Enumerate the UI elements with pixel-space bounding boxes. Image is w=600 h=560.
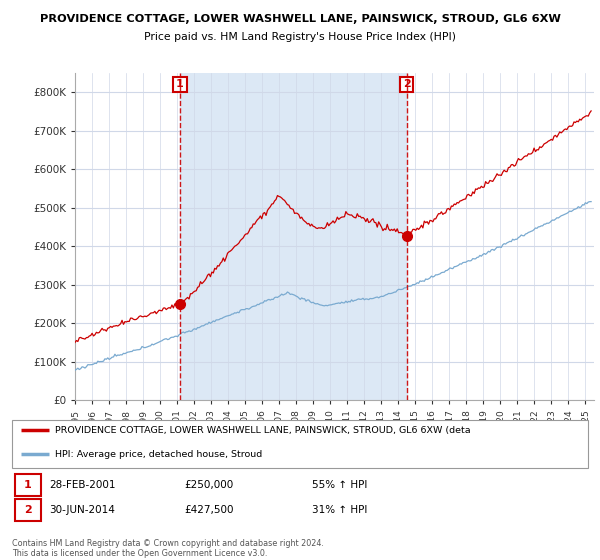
FancyBboxPatch shape	[12, 420, 588, 468]
Text: PROVIDENCE COTTAGE, LOWER WASHWELL LANE, PAINSWICK, STROUD, GL6 6XW (deta: PROVIDENCE COTTAGE, LOWER WASHWELL LANE,…	[55, 426, 471, 435]
Text: HPI: Average price, detached house, Stroud: HPI: Average price, detached house, Stro…	[55, 450, 262, 459]
Text: 1: 1	[176, 80, 184, 90]
Text: This data is licensed under the Open Government Licence v3.0.: This data is licensed under the Open Gov…	[12, 549, 268, 558]
Text: 2: 2	[24, 505, 32, 515]
Bar	[180, 73, 407, 400]
Text: 30-JUN-2014: 30-JUN-2014	[49, 505, 115, 515]
Text: £250,000: £250,000	[185, 480, 234, 490]
Text: 31% ↑ HPI: 31% ↑ HPI	[311, 505, 367, 515]
Text: 28-FEB-2001: 28-FEB-2001	[49, 480, 116, 490]
Text: PROVIDENCE COTTAGE, LOWER WASHWELL LANE, PAINSWICK, STROUD, GL6 6XW: PROVIDENCE COTTAGE, LOWER WASHWELL LANE,…	[40, 14, 560, 24]
Text: 2: 2	[403, 80, 410, 90]
Text: 1: 1	[24, 480, 32, 490]
Text: Contains HM Land Registry data © Crown copyright and database right 2024.: Contains HM Land Registry data © Crown c…	[12, 539, 324, 548]
FancyBboxPatch shape	[15, 498, 41, 521]
Text: 55% ↑ HPI: 55% ↑ HPI	[311, 480, 367, 490]
Text: £427,500: £427,500	[185, 505, 234, 515]
FancyBboxPatch shape	[15, 474, 41, 496]
Text: Price paid vs. HM Land Registry's House Price Index (HPI): Price paid vs. HM Land Registry's House …	[144, 32, 456, 43]
